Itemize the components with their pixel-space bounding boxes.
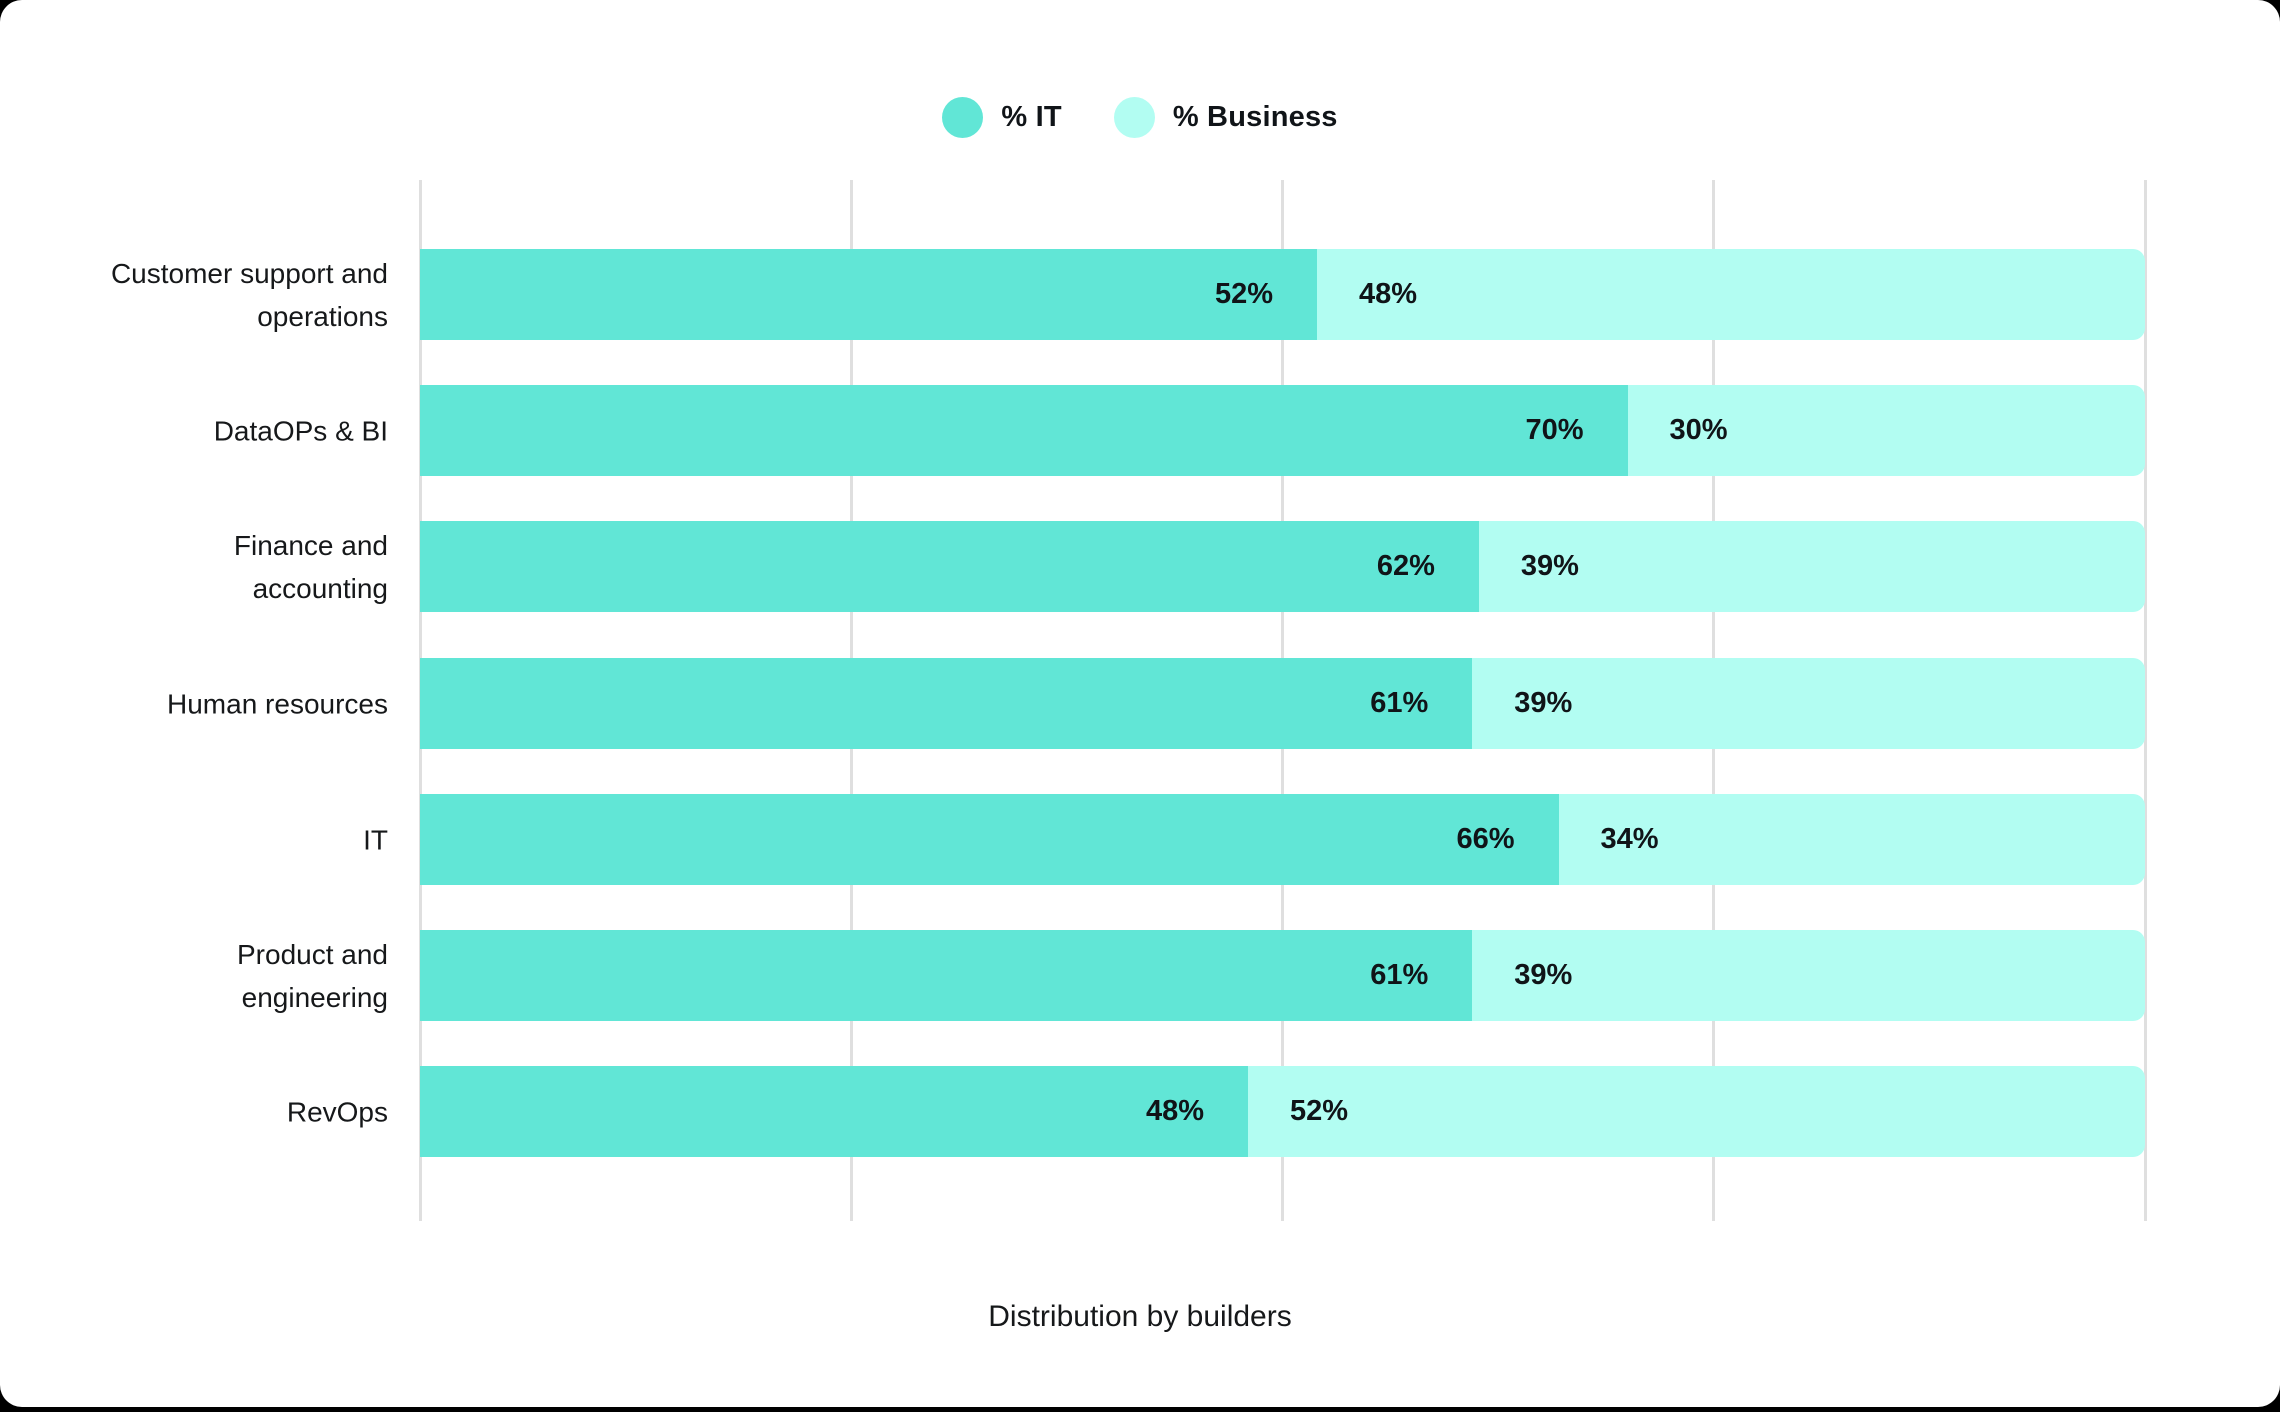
bar-row: IT 66% 34%	[0, 794, 2280, 885]
legend: % IT % Business	[0, 95, 2280, 139]
business-segment: 39%	[1472, 930, 2145, 1021]
it-segment: 70%	[420, 385, 1628, 476]
it-value-label: 61%	[1370, 959, 1429, 991]
category-label: DataOPs & BI	[213, 415, 388, 446]
category-label: RevOps	[286, 1096, 388, 1127]
legend-item-it: % IT	[942, 96, 1062, 138]
bar-row: Product and engineering 61% 39%	[0, 930, 2280, 1021]
bar-row: Customer support and operations 52% 48%	[0, 249, 2280, 340]
it-segment: 66%	[420, 794, 1559, 885]
business-value-label: 39%	[1514, 687, 1573, 719]
legend-color-swatch-it	[942, 96, 984, 138]
business-value-label: 30%	[1669, 414, 1728, 446]
it-segment: 61%	[420, 658, 1473, 749]
category-label: Human resources	[167, 688, 388, 719]
stacked-bar: 61% 39%	[420, 930, 2145, 1021]
chart-title: Distribution by builders	[988, 1300, 1292, 1333]
business-segment: 39%	[1472, 658, 2145, 749]
business-segment: 30%	[1627, 385, 2145, 476]
business-value-label: 52%	[1290, 1095, 1349, 1127]
bar-row: DataOPs & BI 70% 30%	[0, 385, 2280, 476]
business-value-label: 39%	[1514, 959, 1573, 991]
business-segment: 34%	[1558, 794, 2145, 885]
stacked-bar: 66% 34%	[420, 794, 2145, 885]
stacked-bar: 48% 52%	[420, 1066, 2145, 1157]
gridline	[2143, 180, 2147, 1221]
business-value-label: 39%	[1520, 550, 1579, 582]
bar-row: Finance and accounting 62% 39%	[0, 521, 2280, 612]
stacked-bar: 61% 39%	[420, 658, 2145, 749]
category-label: Customer support and operations	[110, 257, 388, 332]
stacked-bar: 52% 48%	[420, 249, 2145, 340]
it-value-label: 61%	[1370, 687, 1429, 719]
legend-label-it: % IT	[1001, 100, 1062, 133]
legend-item-business: % Business	[1113, 96, 1338, 138]
business-segment: 52%	[1248, 1066, 2145, 1157]
it-segment: 48%	[420, 1066, 1248, 1157]
category-label: Finance and accounting	[233, 529, 388, 604]
it-value-label: 52%	[1214, 278, 1273, 310]
legend-color-swatch-business	[1113, 96, 1155, 138]
it-segment: 61%	[420, 930, 1473, 1021]
legend-label-business: % Business	[1172, 100, 1338, 133]
it-value-label: 62%	[1376, 550, 1435, 582]
it-value-label: 48%	[1145, 1095, 1204, 1127]
business-value-label: 48%	[1359, 278, 1418, 310]
bar-row: RevOps 48% 52%	[0, 1066, 2280, 1157]
it-segment: 52%	[420, 249, 1317, 340]
it-value-label: 66%	[1456, 823, 1515, 855]
business-segment: 48%	[1317, 249, 2145, 340]
stacked-bar: 70% 30%	[420, 385, 2145, 476]
bar-row: Human resources 61% 39%	[0, 658, 2280, 749]
business-value-label: 34%	[1600, 823, 1659, 855]
category-label: Product and engineering	[237, 938, 388, 1013]
it-value-label: 70%	[1525, 414, 1584, 446]
category-label: IT	[363, 824, 388, 855]
business-segment: 39%	[1478, 521, 2145, 612]
stacked-bar: 62% 39%	[420, 521, 2145, 612]
it-segment: 62%	[420, 521, 1479, 612]
